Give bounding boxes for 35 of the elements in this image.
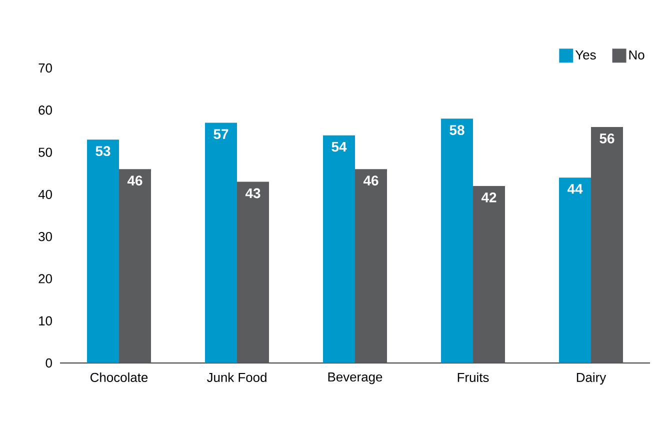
data-label: 56 [600, 134, 614, 144]
bar [591, 127, 624, 363]
data-label: 57 [214, 129, 228, 140]
data-label: 42 [481, 192, 496, 202]
legend-label: Yes [575, 50, 596, 60]
y-tick-label: 60 [38, 106, 52, 115]
bar [323, 135, 356, 363]
data-label: 46 [363, 176, 378, 186]
x-tick-label: Chocolate [90, 372, 148, 382]
bar [441, 118, 474, 363]
y-tick-label: 10 [39, 316, 52, 326]
y-tick-label: 30 [38, 232, 52, 242]
bar [119, 169, 151, 363]
x-tick-label: Fruits [458, 372, 489, 382]
data-label: 54 [332, 142, 347, 152]
data-label: 46 [127, 176, 142, 186]
x-tick-label: Junk Food [206, 372, 266, 382]
y-tick-label: 50 [38, 148, 52, 157]
data-label: 44 [567, 184, 583, 194]
y-tick-label: 40 [38, 190, 52, 200]
data-label: 58 [450, 125, 464, 135]
data-label: 53 [96, 146, 110, 156]
data-label: 43 [245, 188, 260, 198]
bar [559, 178, 592, 363]
legend-label: No [629, 50, 644, 60]
x-tick-label: Dairy [576, 372, 606, 385]
bar [205, 122, 237, 363]
x-tick-label: Beverage [328, 372, 382, 384]
bar [87, 140, 119, 363]
y-tick-label: 20 [38, 274, 52, 284]
bar [237, 182, 269, 363]
bar [355, 169, 388, 363]
y-tick-label: 70 [38, 63, 52, 73]
bar [473, 186, 506, 363]
y-tick-label: 0 [46, 358, 52, 368]
